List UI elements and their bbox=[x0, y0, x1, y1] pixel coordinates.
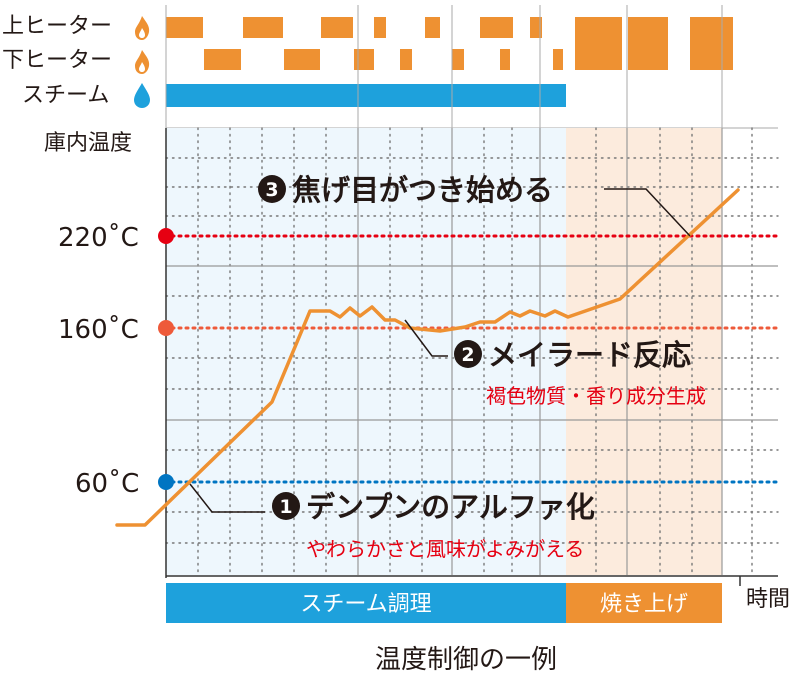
marker-160 bbox=[158, 320, 174, 336]
steam-bar bbox=[166, 84, 566, 107]
water-drop-icon bbox=[134, 83, 150, 108]
annotation-2-badge bbox=[454, 340, 482, 368]
annotation-1-badge bbox=[272, 492, 300, 520]
label-60: 60˚C bbox=[75, 469, 139, 499]
annotation-3-title: 焦げ目がつき始める bbox=[292, 173, 553, 207]
bake-phase-label: 焼き上げ bbox=[600, 592, 688, 617]
diagram-caption: 温度制御の一例 bbox=[375, 645, 557, 675]
bake-heater-blocks bbox=[575, 17, 733, 70]
leader-line-3 bbox=[604, 188, 691, 237]
annotation-3-badge bbox=[258, 175, 286, 203]
flame-icon bbox=[135, 50, 150, 74]
annotation-2: 2 メイラード反応 褐色物質・香り成分生成 bbox=[454, 338, 706, 408]
annotation-2-number: 2 bbox=[461, 344, 474, 366]
steam-label: スチーム bbox=[22, 83, 109, 108]
label-220: 220˚C bbox=[58, 223, 139, 253]
annotation-1: 1 デンプンのアルファ化 やわらかさと風味がよみがえる bbox=[272, 490, 595, 561]
lower-heater-pulses bbox=[204, 49, 563, 70]
chart-area: 庫内温度 220˚C 160˚C 60˚C 1 デンプンのアルファ化 やわらかさ… bbox=[44, 127, 780, 586]
annotation-2-subtitle: 褐色物質・香り成分生成 bbox=[486, 384, 706, 408]
annotation-1-subtitle: やわらかさと風味がよみがえる bbox=[306, 537, 584, 561]
annotation-1-title: デンプンのアルファ化 bbox=[306, 490, 595, 524]
steam-phase-bar bbox=[166, 583, 566, 623]
annotation-3-number: 3 bbox=[265, 179, 278, 201]
y-axis-title: 庫内温度 bbox=[44, 131, 132, 156]
phase-bar: スチーム調理 焼き上げ 時間 bbox=[166, 583, 790, 623]
upper-heater-pulses bbox=[166, 17, 542, 38]
flame-icon bbox=[135, 16, 150, 40]
steam-zone-background bbox=[166, 128, 566, 575]
dotted-gridlines bbox=[165, 127, 779, 576]
annotation-2-title: メイラード反応 bbox=[488, 338, 691, 372]
temperature-curve bbox=[115, 188, 740, 527]
annotation-3: 3 焦げ目がつき始める bbox=[258, 173, 553, 207]
leader-line-2 bbox=[404, 319, 448, 357]
bake-zone-background bbox=[566, 128, 722, 575]
marker-220 bbox=[158, 228, 174, 244]
leader-line-1 bbox=[189, 483, 265, 513]
upper-heater-label: 上ヒーター bbox=[2, 14, 112, 39]
bake-phase-bar bbox=[566, 583, 722, 623]
heater-legend: 上ヒーター 下ヒーター スチーム bbox=[2, 14, 733, 108]
annotation-1-number: 1 bbox=[279, 496, 292, 518]
label-160: 160˚C bbox=[58, 315, 139, 345]
lower-heater-label: 下ヒーター bbox=[2, 48, 112, 73]
steam-phase-label: スチーム調理 bbox=[300, 592, 431, 617]
x-axis-title: 時間 bbox=[746, 587, 790, 612]
marker-60 bbox=[158, 474, 174, 490]
